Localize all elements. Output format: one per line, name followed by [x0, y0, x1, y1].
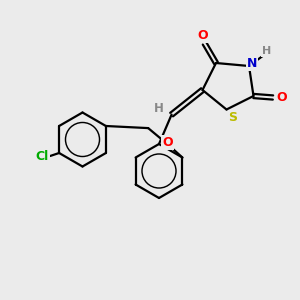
Text: N: N: [247, 56, 257, 70]
Text: O: O: [198, 28, 208, 42]
Text: H: H: [154, 101, 164, 115]
Text: O: O: [276, 91, 287, 104]
Text: H: H: [262, 46, 272, 56]
Text: S: S: [229, 111, 238, 124]
Text: O: O: [162, 136, 173, 149]
Text: Cl: Cl: [36, 149, 49, 163]
